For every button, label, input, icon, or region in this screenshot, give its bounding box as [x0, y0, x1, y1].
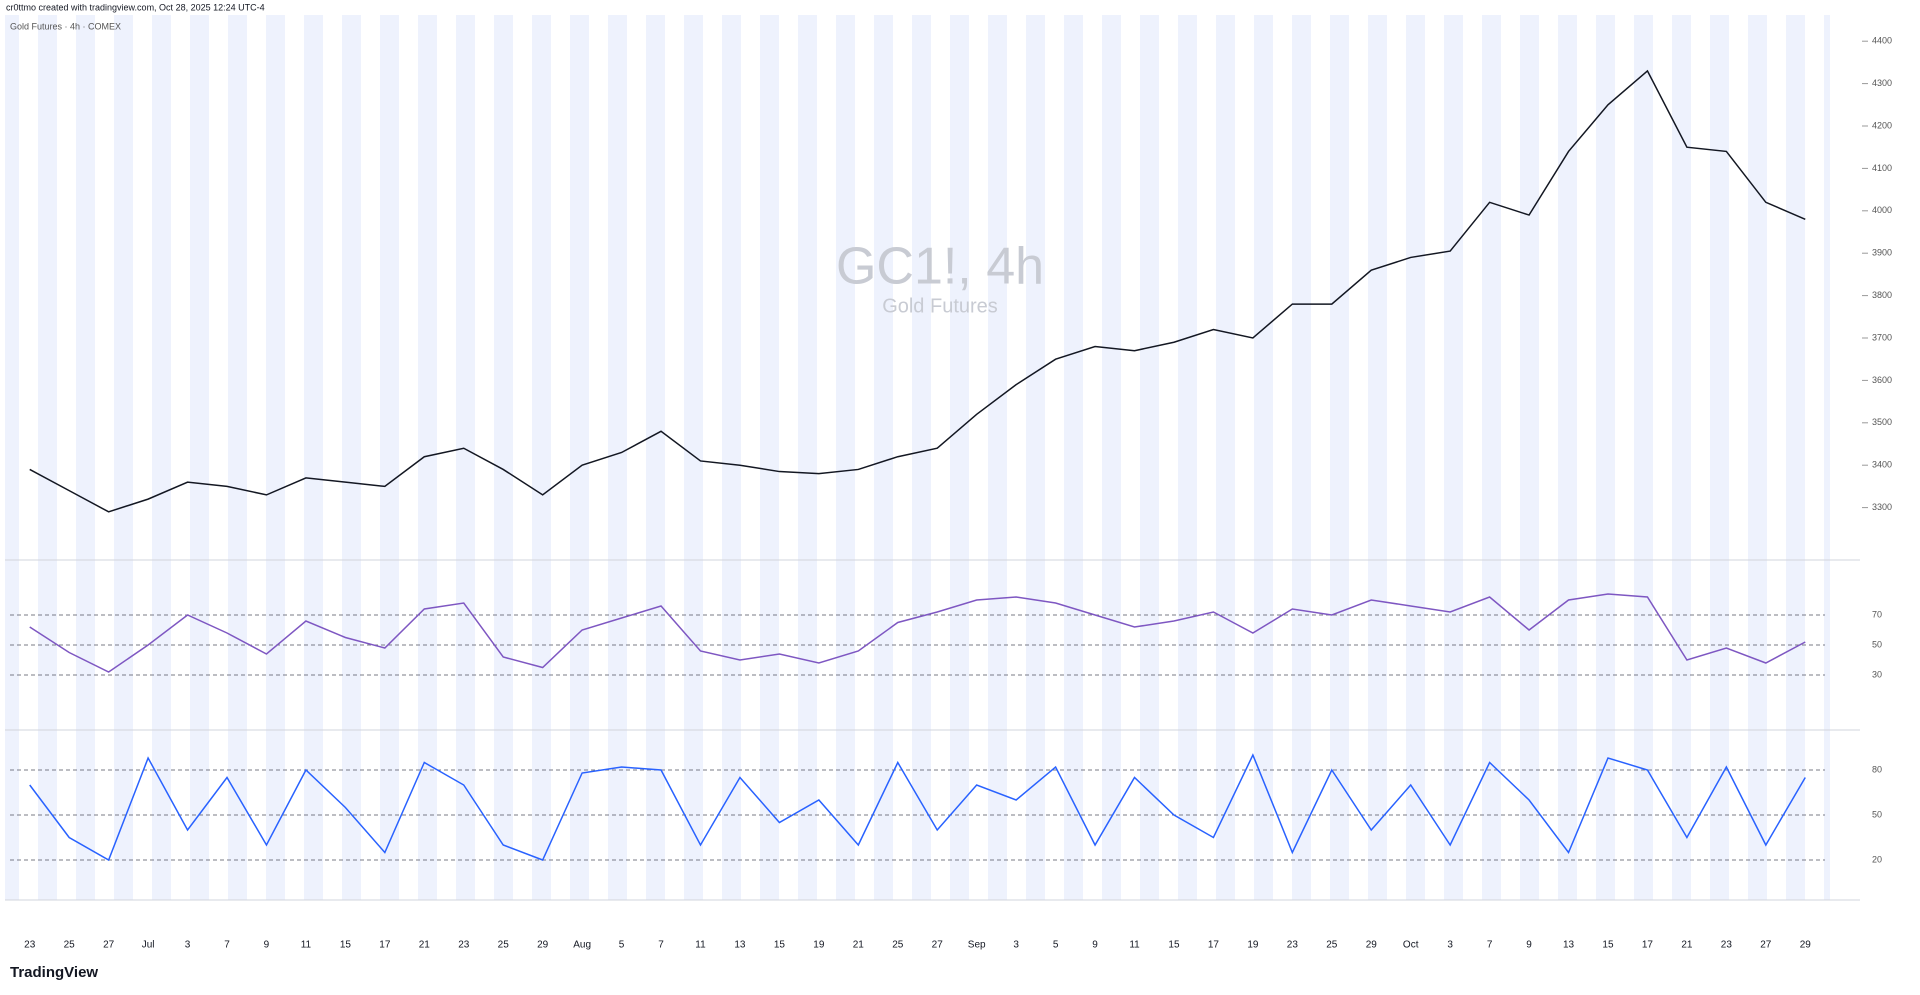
x-tick-label: 29 [1800, 940, 1812, 951]
x-tick-label: 29 [537, 940, 549, 951]
y-tick-label: 3600 [1872, 375, 1892, 385]
x-tick-label: 17 [1208, 940, 1220, 951]
x-tick-label: 23 [24, 940, 36, 951]
x-tick-label: 15 [1168, 940, 1180, 951]
x-tick-label: 17 [379, 940, 391, 951]
x-tick-label: 11 [695, 940, 706, 951]
x-tick-label: 27 [1760, 940, 1772, 951]
y-tick-label: 4000 [1872, 205, 1892, 215]
x-tick-label: 21 [1681, 940, 1693, 951]
x-tick-label: 17 [1642, 940, 1654, 951]
x-tick-label: Oct [1403, 940, 1419, 951]
x-tick-label: 25 [892, 940, 904, 951]
y-tick-label: 30 [1872, 669, 1882, 679]
x-tick-label: 29 [1366, 940, 1378, 951]
x-tick-label: 23 [1287, 940, 1299, 951]
series-line [29, 593, 1806, 673]
x-tick-label: 3 [1013, 940, 1019, 951]
x-tick-label: 13 [1563, 940, 1575, 951]
credit: cr0ttmo created with tradingview.com, Oc… [6, 2, 265, 12]
y-tick-label: 4200 [1872, 120, 1892, 130]
x-tick-label: 7 [1487, 940, 1493, 951]
x-tick-label: 15 [774, 940, 786, 951]
x-tick-label: Sep [968, 940, 986, 951]
x-tick-label: 25 [498, 940, 510, 951]
y-tick-label: 3900 [1872, 248, 1892, 258]
legend: Gold Futures · 4h · COMEX [10, 21, 121, 31]
x-tick-label: 23 [1721, 940, 1733, 951]
series-line [29, 69, 1806, 513]
x-tick-label: 9 [1092, 940, 1098, 951]
x-tick-label: 25 [1326, 940, 1338, 951]
y-tick-label: 3800 [1872, 290, 1892, 300]
x-tick-label: 9 [264, 940, 270, 951]
x-tick-label: 15 [340, 940, 352, 951]
x-tick-label: 27 [932, 940, 944, 951]
x-tick-label: 7 [224, 940, 230, 951]
x-tick-label: 3 [185, 940, 191, 951]
y-tick-label: 50 [1872, 809, 1882, 819]
x-tick-label: 15 [1602, 940, 1614, 951]
x-tick-label: 7 [658, 940, 664, 951]
series-line [29, 753, 1806, 862]
x-tick-label: 13 [734, 940, 746, 951]
y-tick-label: 70 [1872, 609, 1882, 619]
y-tick-label: 3400 [1872, 460, 1892, 470]
y-tick-label: 3700 [1872, 332, 1892, 342]
x-tick-label: Aug [573, 940, 591, 951]
x-tick-label: 9 [1526, 940, 1532, 951]
y-tick-label: 3500 [1872, 417, 1892, 427]
y-tick-label: 3300 [1872, 502, 1892, 512]
x-tick-label: 5 [1053, 940, 1059, 951]
x-tick-label: 23 [458, 940, 470, 951]
session-bg [5, 15, 1830, 900]
x-tick-label: 3 [1447, 940, 1453, 951]
y-tick-label: 50 [1872, 639, 1882, 649]
x-tick-label: 5 [619, 940, 625, 951]
y-tick-label: 4100 [1872, 163, 1892, 173]
y-tick-label: 80 [1872, 764, 1882, 774]
x-tick-label: Jul [142, 940, 155, 951]
y-tick-label: 20 [1872, 854, 1882, 864]
watermark-title: GC1!, 4h [836, 238, 1044, 296]
x-tick-label: 11 [1129, 940, 1140, 951]
y-tick-label: 4400 [1872, 36, 1892, 46]
x-tick-label: 25 [64, 940, 76, 951]
x-tick-label: 19 [813, 940, 825, 951]
brand[interactable]: TradingView [10, 964, 98, 981]
x-tick-label: 19 [1247, 940, 1259, 951]
y-tick-label: 4300 [1872, 78, 1892, 88]
x-tick-label: 21 [853, 940, 865, 951]
watermark-subtitle: Gold Futures [882, 295, 998, 317]
x-tick-label: 21 [419, 940, 431, 951]
x-tick-label: 27 [103, 940, 115, 951]
x-tick-label: 11 [301, 940, 312, 951]
